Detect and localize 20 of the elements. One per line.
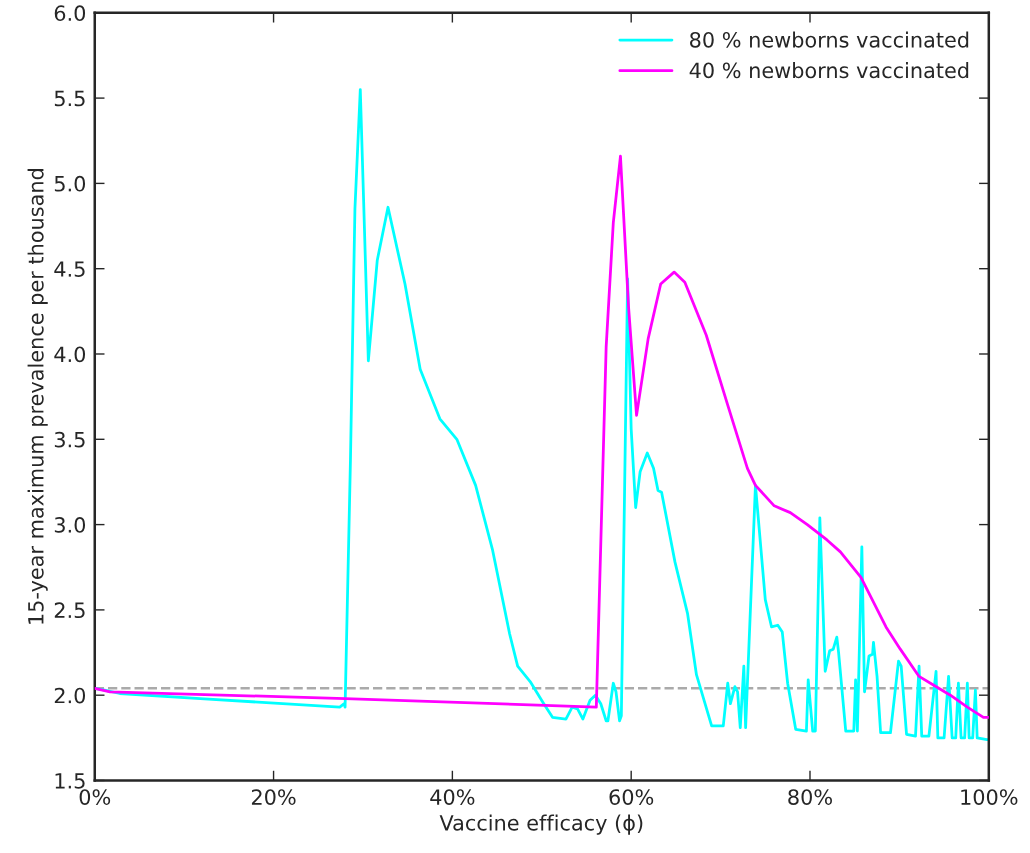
y-tick-label: 6.0 xyxy=(54,5,86,22)
x-axis-title: Vaccine efficacy (ϕ) xyxy=(439,814,643,835)
y-tick-label: 4.0 xyxy=(54,346,86,363)
x-tick-label: 100% xyxy=(961,789,1018,805)
y-axis-title: 15-year maximum prevalence per thousand xyxy=(27,169,48,624)
y-tick-label: 3.5 xyxy=(54,431,85,448)
y-tick-label: 2.5 xyxy=(54,602,85,619)
x-tick-label: 40% xyxy=(430,789,475,805)
y-tick-label: 3.0 xyxy=(54,517,86,533)
y-tick-label: 5.0 xyxy=(54,175,86,192)
x-tick-label: 20% xyxy=(251,789,296,805)
y-tick-label: 1.5 xyxy=(55,773,85,789)
legend-label: 80 % newborns vaccinated xyxy=(690,31,969,48)
y-tick-label: 5.5 xyxy=(54,90,85,107)
x-tick-label: 0% xyxy=(79,789,111,805)
y-tick-label: 2.0 xyxy=(54,687,86,704)
legend-label: 40 % newborns vaccinated xyxy=(689,62,969,79)
x-tick-label: 80% xyxy=(788,789,832,805)
x-tick-label: 60% xyxy=(609,789,654,805)
y-tick-label: 4.5 xyxy=(54,261,85,277)
